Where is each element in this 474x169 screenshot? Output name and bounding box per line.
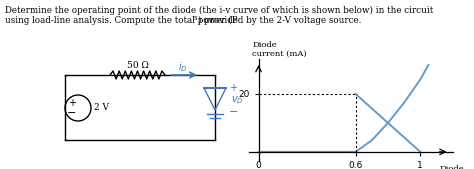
Text: $v_D$: $v_D$ <box>231 94 244 106</box>
Text: 50 Ω: 50 Ω <box>127 61 148 69</box>
Text: using load-line analysis. Compute the total power (P: using load-line analysis. Compute the to… <box>5 16 237 25</box>
Text: $i_D$: $i_D$ <box>178 60 188 74</box>
Text: +: + <box>68 98 76 108</box>
Text: 2 V: 2 V <box>94 103 109 113</box>
Text: −: − <box>67 108 77 118</box>
Text: Diode
Voltage (V): Diode Voltage (V) <box>440 165 474 169</box>
Text: Diode
current (mA): Diode current (mA) <box>252 41 307 58</box>
Text: +: + <box>229 83 237 93</box>
Text: −: − <box>229 107 238 117</box>
Text: ) provided by the 2-V voltage source.: ) provided by the 2-V voltage source. <box>198 16 361 25</box>
Text: s: s <box>194 14 198 21</box>
Text: Determine the operating point of the diode (the i-v curve of which is shown belo: Determine the operating point of the dio… <box>5 6 433 15</box>
